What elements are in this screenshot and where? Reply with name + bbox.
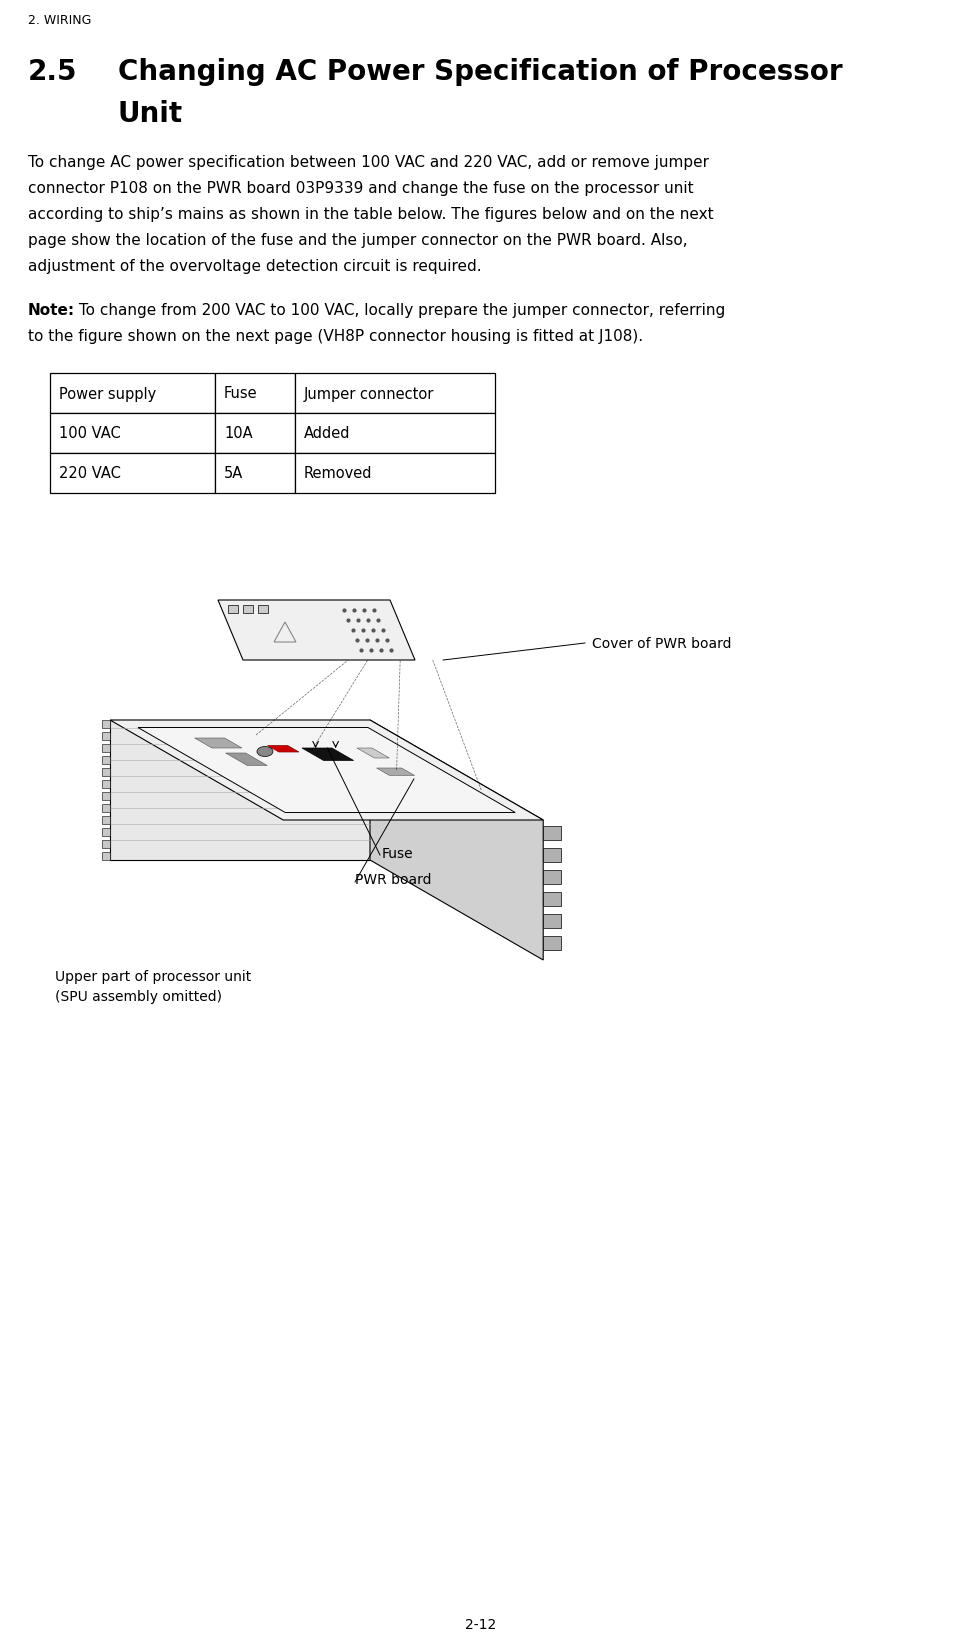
Text: connector P108 on the PWR board 03P9339 and change the fuse on the processor uni: connector P108 on the PWR board 03P9339 … xyxy=(28,181,693,196)
Ellipse shape xyxy=(257,746,273,757)
Polygon shape xyxy=(543,870,560,885)
Polygon shape xyxy=(543,849,560,862)
Polygon shape xyxy=(194,738,242,747)
Text: 2.5: 2.5 xyxy=(28,59,78,86)
Polygon shape xyxy=(102,792,110,800)
Polygon shape xyxy=(218,601,414,659)
Polygon shape xyxy=(543,893,560,906)
Polygon shape xyxy=(102,769,110,775)
Polygon shape xyxy=(102,852,110,860)
Text: Fuse: Fuse xyxy=(224,387,258,401)
Polygon shape xyxy=(102,756,110,764)
Polygon shape xyxy=(110,720,370,860)
Polygon shape xyxy=(110,720,543,819)
Bar xyxy=(214,374,295,413)
Bar xyxy=(243,605,253,614)
Text: 5A: 5A xyxy=(224,467,243,481)
Polygon shape xyxy=(102,720,110,728)
Polygon shape xyxy=(137,728,515,813)
Polygon shape xyxy=(302,747,354,761)
Bar xyxy=(295,454,495,493)
Polygon shape xyxy=(543,937,560,950)
Text: To change from 200 VAC to 100 VAC, locally prepare the jumper connector, referri: To change from 200 VAC to 100 VAC, local… xyxy=(74,304,725,318)
Text: Power supply: Power supply xyxy=(59,387,156,401)
Polygon shape xyxy=(102,805,110,813)
Bar xyxy=(214,413,295,454)
Polygon shape xyxy=(102,780,110,788)
Text: PWR board: PWR board xyxy=(355,873,431,888)
Polygon shape xyxy=(102,733,110,739)
Text: 220 VAC: 220 VAC xyxy=(59,467,121,481)
Bar xyxy=(295,374,495,413)
Text: Added: Added xyxy=(304,426,350,442)
Text: to the figure shown on the next page (VH8P connector housing is fitted at J108).: to the figure shown on the next page (VH… xyxy=(28,330,643,344)
Polygon shape xyxy=(102,840,110,849)
Text: Unit: Unit xyxy=(118,100,183,127)
Polygon shape xyxy=(267,746,299,752)
Bar xyxy=(50,454,214,493)
Text: Jumper connector: Jumper connector xyxy=(304,387,434,401)
Text: adjustment of the overvoltage detection circuit is required.: adjustment of the overvoltage detection … xyxy=(28,259,481,274)
Text: 10A: 10A xyxy=(224,426,253,442)
Text: Removed: Removed xyxy=(304,467,372,481)
Polygon shape xyxy=(543,914,560,929)
Text: 2-12: 2-12 xyxy=(465,1617,496,1632)
Text: Cover of PWR board: Cover of PWR board xyxy=(591,636,730,651)
Text: Fuse: Fuse xyxy=(382,847,413,862)
Text: Note:: Note: xyxy=(28,304,75,318)
Bar xyxy=(295,413,495,454)
Polygon shape xyxy=(102,744,110,752)
Polygon shape xyxy=(102,827,110,836)
Polygon shape xyxy=(376,769,414,775)
Text: (SPU assembly omitted): (SPU assembly omitted) xyxy=(55,991,222,1004)
Polygon shape xyxy=(102,816,110,824)
Text: 2. WIRING: 2. WIRING xyxy=(28,15,91,28)
Polygon shape xyxy=(370,720,543,960)
Bar xyxy=(258,605,268,614)
Bar xyxy=(50,413,214,454)
Polygon shape xyxy=(226,752,267,765)
Bar xyxy=(50,374,214,413)
Bar xyxy=(214,454,295,493)
Text: To change AC power specification between 100 VAC and 220 VAC, add or remove jump: To change AC power specification between… xyxy=(28,155,708,170)
Text: 100 VAC: 100 VAC xyxy=(59,426,121,442)
Text: page show the location of the fuse and the jumper connector on the PWR board. Al: page show the location of the fuse and t… xyxy=(28,233,687,248)
Polygon shape xyxy=(357,747,389,757)
Bar xyxy=(228,605,237,614)
Text: according to ship’s mains as shown in the table below. The figures below and on : according to ship’s mains as shown in th… xyxy=(28,207,713,222)
Polygon shape xyxy=(543,826,560,840)
Text: Upper part of processor unit: Upper part of processor unit xyxy=(55,969,251,984)
Text: Changing AC Power Specification of Processor: Changing AC Power Specification of Proce… xyxy=(118,59,842,86)
